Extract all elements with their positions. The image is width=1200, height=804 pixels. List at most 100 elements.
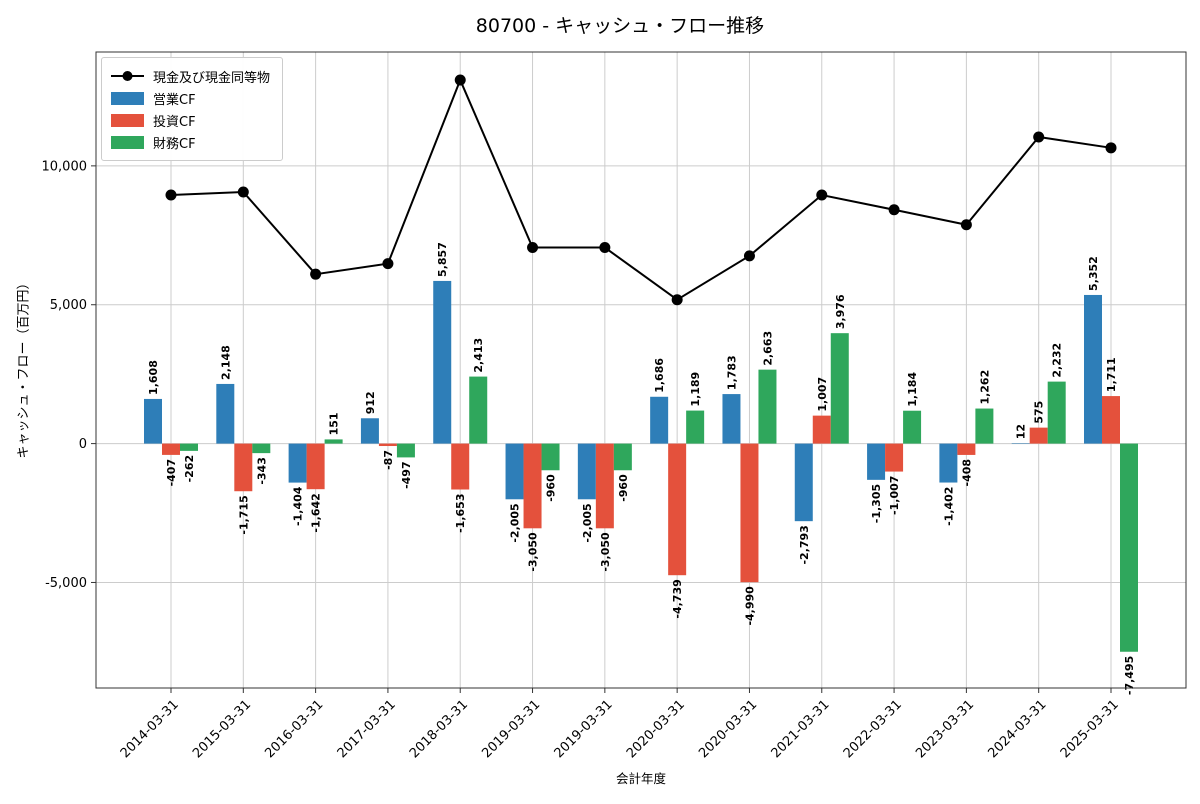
bar-value-label: 2,663: [761, 331, 774, 366]
bar-value-label: -1,715: [237, 495, 250, 534]
y-axis-label: キャッシュ・フロー（百万円）: [16, 276, 32, 459]
bar-営業CF: [1011, 443, 1030, 444]
line-marker: [454, 74, 466, 86]
x-tick-label: 2016-03-31: [262, 697, 326, 761]
line-marker: [816, 189, 828, 201]
bar-value-label: 2,148: [219, 345, 232, 380]
legend-item-0: 現金及び現金同等物: [111, 65, 270, 87]
bar-財務CF: [758, 369, 777, 444]
bar-value-label: 1,686: [653, 358, 666, 393]
line-marker: [527, 242, 539, 254]
bar-財務CF: [975, 408, 994, 444]
bar-投資CF: [885, 443, 904, 472]
y-tick-label: 0: [79, 437, 87, 452]
bar-財務CF: [686, 410, 705, 444]
line-marker: [1033, 131, 1045, 143]
legend-item-2: 投資CF: [111, 109, 270, 131]
x-tick-label: 2020-03-31: [696, 697, 760, 761]
line-marker: [1105, 142, 1117, 154]
bar-財務CF: [613, 443, 632, 471]
bar-投資CF: [595, 443, 614, 529]
bar-value-label: -4,739: [671, 579, 684, 618]
x-tick-label: 2019-03-31: [552, 697, 616, 761]
bar-投資CF: [234, 443, 253, 492]
bar-value-label: -960: [545, 474, 558, 502]
bar-営業CF: [288, 443, 307, 483]
bar-value-label: -87: [382, 450, 395, 470]
legend-label: 現金及び現金同等物: [153, 70, 271, 86]
x-tick-label: 2018-03-31: [407, 697, 471, 761]
bar-value-label: -3,050: [599, 532, 612, 572]
bar-value-label: 1,262: [978, 370, 991, 405]
legend-item-1: 営業CF: [111, 87, 270, 109]
bar-営業CF: [867, 443, 886, 480]
line-marker: [165, 189, 177, 201]
bar-value-label: -1,404: [292, 486, 305, 526]
x-tick-label: 2017-03-31: [335, 697, 399, 761]
line-現金及び現金同等物: [170, 77, 1112, 301]
bar-投資CF: [523, 443, 542, 529]
x-tick-label: 2025-03-31: [1058, 697, 1122, 761]
bar-財務CF: [1047, 381, 1066, 444]
bar-value-label: 1,184: [906, 372, 919, 407]
line-marker: [671, 294, 683, 306]
bar-value-label: -1,642: [310, 493, 323, 532]
y-tick-label: -5,000: [45, 576, 87, 591]
bar-投資CF: [1102, 396, 1120, 444]
bar-value-label: -407: [165, 459, 178, 487]
bar-営業CF: [577, 443, 596, 500]
legend-swatch-icon: [111, 91, 144, 105]
bar-財務CF: [830, 333, 849, 444]
bar-value-label: 912: [364, 391, 377, 414]
bar-財務CF: [1120, 443, 1138, 652]
bar-営業CF: [216, 383, 235, 444]
bar-value-label: 5,352: [1087, 256, 1100, 291]
line-marker: [599, 242, 611, 254]
x-axis-label: 会計年度: [615, 771, 666, 786]
bar-value-label: 1,007: [816, 377, 829, 412]
bar-value-label: -497: [400, 461, 413, 489]
bar-営業CF: [794, 443, 813, 522]
bar-営業CF: [433, 280, 452, 444]
bar-営業CF: [722, 394, 741, 444]
plot-border: [95, 51, 1187, 689]
x-tick-label: 2020-03-31: [624, 697, 688, 761]
bar-財務CF: [324, 439, 343, 444]
bar-value-label: 1,783: [725, 355, 738, 390]
bar-投資CF: [162, 443, 180, 455]
line-marker: [237, 186, 249, 198]
bar-value-label: -960: [617, 474, 630, 502]
bar-投資CF: [668, 443, 687, 576]
bar-value-label: -7,495: [1123, 656, 1136, 695]
bar-投資CF: [378, 443, 397, 447]
bar-value-label: 2,232: [1051, 343, 1064, 378]
bar-value-label: -408: [960, 459, 973, 487]
bar-財務CF: [180, 443, 198, 451]
bar-value-label: 3,976: [834, 294, 847, 329]
x-tick-label: 2024-03-31: [985, 697, 1049, 761]
bar-value-label: -1,305: [870, 484, 883, 523]
bar-value-label: 1,608: [147, 360, 160, 395]
line-marker: [888, 204, 900, 216]
bar-value-label: 1,711: [1105, 357, 1118, 392]
legend-line-marker-icon: [111, 71, 144, 81]
bar-財務CF: [396, 443, 415, 458]
bar-value-label: 12: [1015, 424, 1028, 439]
bar-value-label: -2,005: [581, 503, 594, 542]
bar-投資CF: [957, 443, 976, 455]
bar-営業CF: [144, 398, 162, 444]
chart-legend: 現金及び現金同等物 営業CF 投資CF 財務CF: [101, 57, 284, 161]
bar-投資CF: [451, 443, 470, 490]
legend-swatch-icon: [111, 135, 144, 149]
bar-value-label: -3,050: [527, 532, 540, 572]
bar-投資CF: [812, 415, 831, 444]
line-marker: [960, 219, 972, 231]
bar-value-label: -4,990: [743, 586, 756, 626]
bar-営業CF: [1084, 294, 1102, 444]
line-marker: [382, 258, 394, 270]
bar-営業CF: [650, 396, 669, 444]
bar-value-label: 5,857: [436, 242, 449, 277]
bar-財務CF: [903, 410, 922, 444]
bar-value-label: 2,413: [472, 338, 485, 373]
